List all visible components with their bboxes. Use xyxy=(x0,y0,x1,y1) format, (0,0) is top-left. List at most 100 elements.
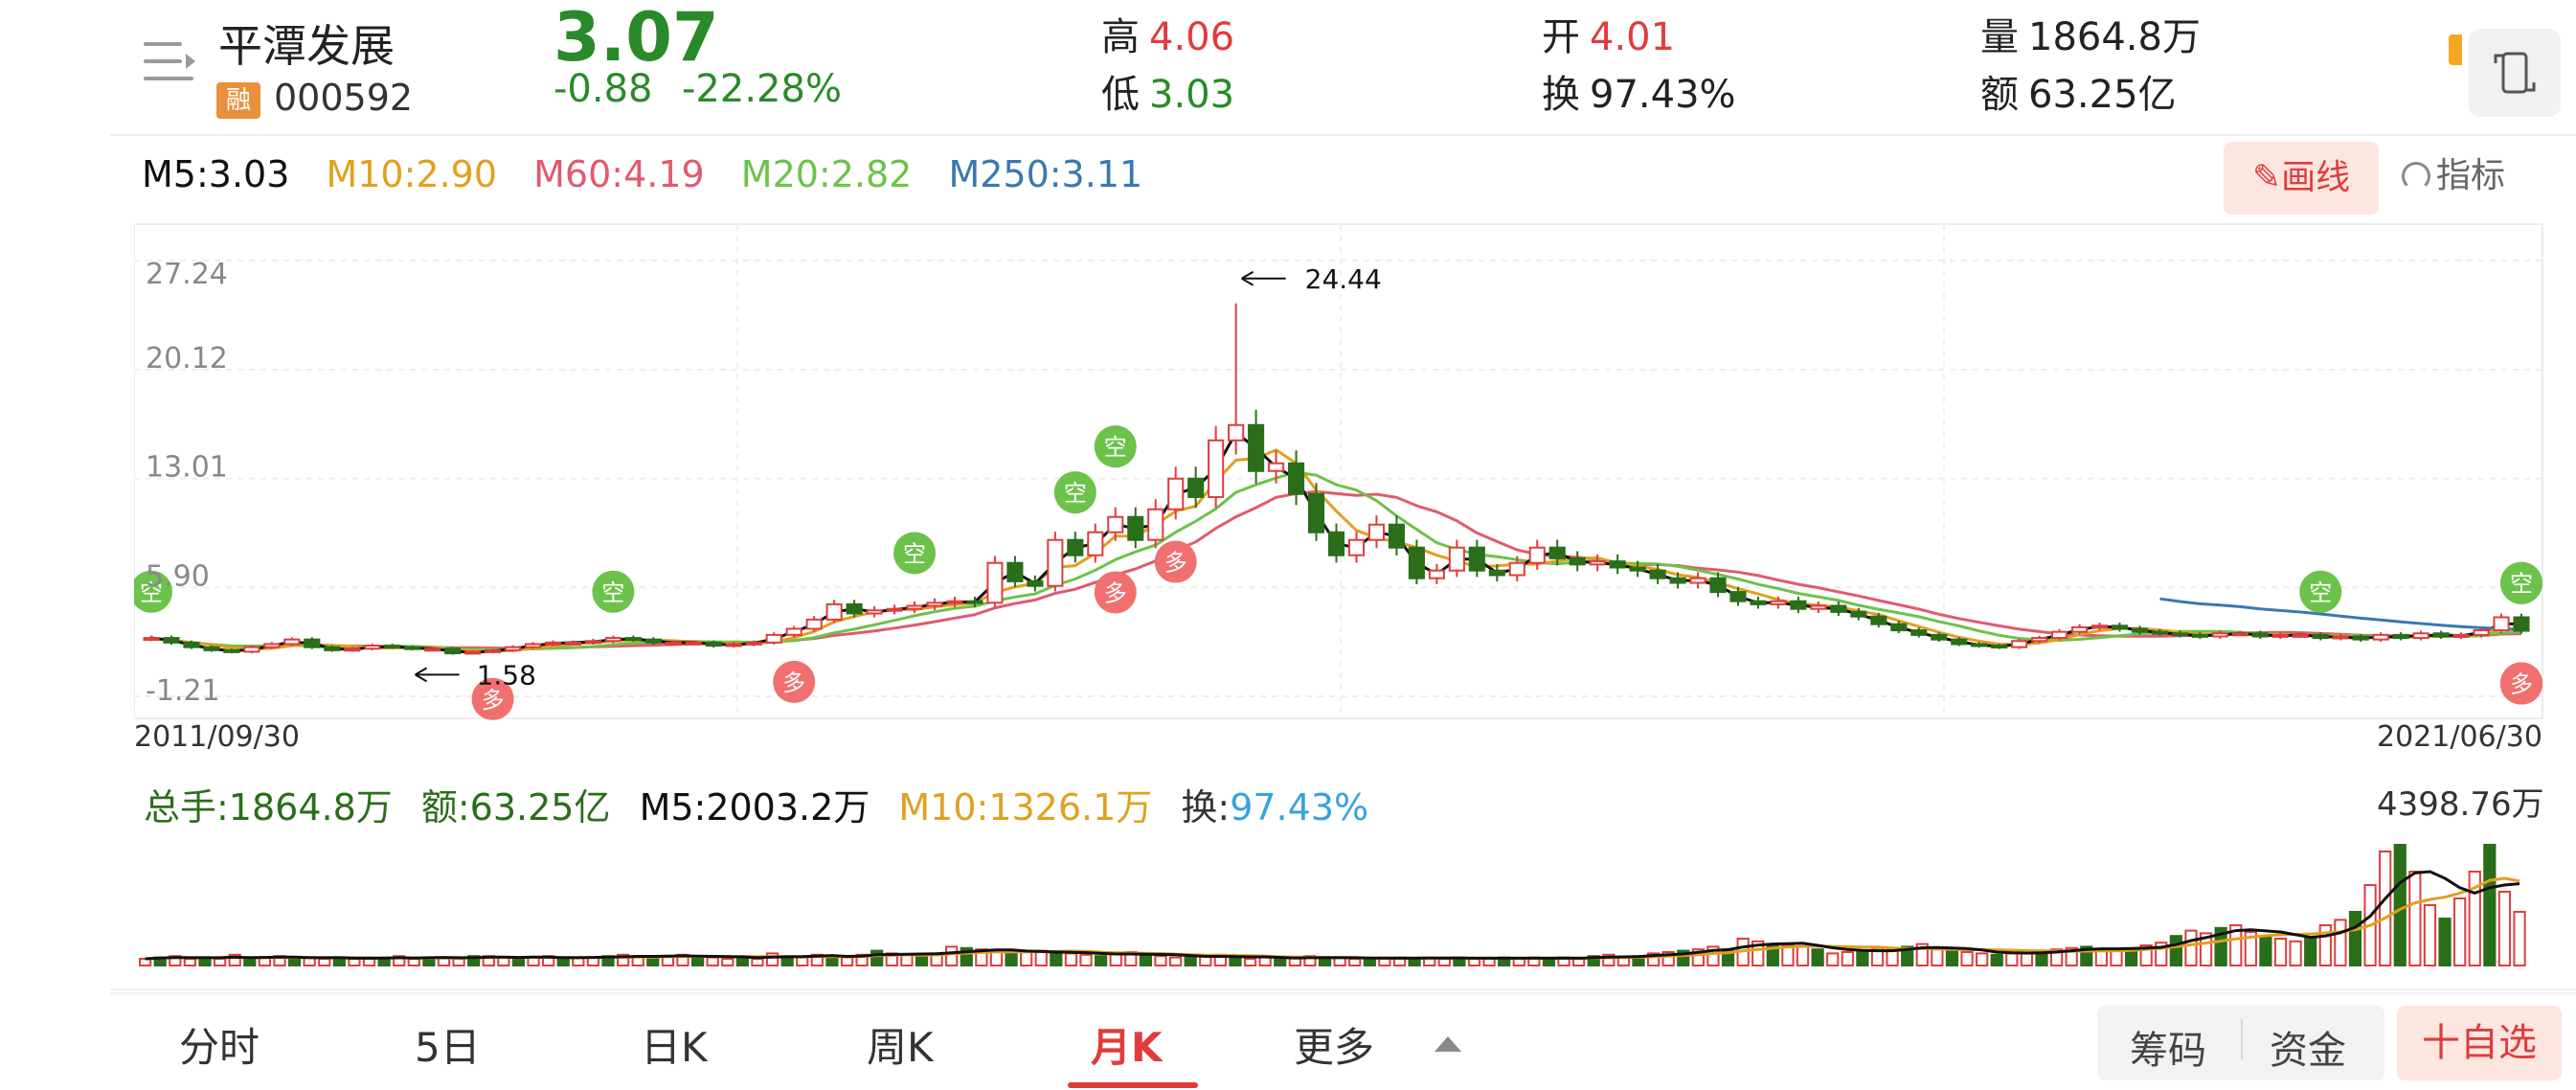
bottom-divider xyxy=(110,988,2576,990)
tab-monthly-k[interactable]: 月K xyxy=(1091,1024,1163,1071)
candle xyxy=(424,647,441,652)
ma250-label: M250:3.11 xyxy=(948,153,1143,195)
candle xyxy=(604,637,621,643)
candle xyxy=(644,638,662,644)
candle xyxy=(2292,633,2309,638)
buy-signal-text: 多 xyxy=(782,670,805,696)
volume-max: 4398.76万 xyxy=(2377,785,2544,824)
sell-signal-marker xyxy=(2500,561,2542,604)
max-arrow-head xyxy=(1241,270,1254,286)
chevron-up-icon[interactable] xyxy=(1435,1036,1461,1052)
volume-bar xyxy=(1050,951,1063,966)
landscape-toggle-button[interactable] xyxy=(2469,29,2561,117)
candle xyxy=(2171,632,2188,637)
volume-bar xyxy=(1229,956,1242,967)
low-stat: 低 3.03 xyxy=(1101,63,1234,119)
candle xyxy=(283,638,301,646)
candle xyxy=(364,645,381,650)
indicator-label: 指标 xyxy=(2436,156,2506,195)
candle xyxy=(966,600,983,604)
side-tab-marker xyxy=(2449,34,2462,65)
volume-bar xyxy=(706,956,719,967)
buy-signal-text: 多 xyxy=(1164,550,1187,577)
volume-bar xyxy=(362,958,376,966)
amount-label: 额 xyxy=(1980,73,2019,117)
price-change-pct: -22.28% xyxy=(682,67,842,111)
funds-button[interactable]: 资金 xyxy=(2270,1029,2346,1073)
low-label: 低 xyxy=(1101,73,1140,117)
candle xyxy=(1006,561,1024,582)
sell-signal-marker xyxy=(1094,425,1137,468)
chips-button[interactable]: 筹码 xyxy=(2130,1029,2206,1073)
ma60-label: M60:4.19 xyxy=(533,153,705,195)
sell-signal-marker xyxy=(134,570,172,613)
ma250-line xyxy=(2159,597,2522,631)
stock-code: 000592 xyxy=(274,77,414,119)
y-tick-label: 5.90 xyxy=(146,559,210,593)
candle xyxy=(2452,633,2470,638)
candle xyxy=(2131,627,2149,633)
volume-bar xyxy=(2408,871,2422,966)
sell-signal-marker xyxy=(1053,471,1096,514)
tab-weekly-k[interactable]: 周K xyxy=(867,1024,934,1071)
volume-bar xyxy=(960,946,973,967)
tab-daily-k[interactable]: 日K xyxy=(641,1024,708,1071)
tab-5day[interactable]: 5日 xyxy=(415,1024,481,1071)
buy-signal-text: 多 xyxy=(1104,579,1127,606)
candle xyxy=(1931,633,1948,641)
volume-bar xyxy=(2229,924,2243,966)
candle xyxy=(1589,560,1606,566)
tab-more[interactable]: 更多 xyxy=(1294,1024,1375,1071)
menu-icon[interactable] xyxy=(144,40,195,82)
volume-bar xyxy=(228,953,241,967)
volume-bar xyxy=(1945,949,1959,967)
candle xyxy=(324,646,341,651)
candle xyxy=(464,650,482,655)
indicator-button[interactable]: 指标 xyxy=(2402,148,2505,197)
volume-bar xyxy=(318,958,331,966)
volume-bar xyxy=(2155,942,2168,966)
candle xyxy=(1890,623,1908,632)
period-tabs: 分时 5日 日K 周K 月K 更多 筹码 资金 十自选 xyxy=(110,992,2576,1090)
signal-markers: 空空空空空空空空空多多多多多多多多多 xyxy=(134,425,2542,720)
volume-bar xyxy=(2199,932,2213,966)
volume-legend: 总手:1864.8万 额:63.25亿 M5:2003.2万 M10:1326.… xyxy=(144,778,1386,830)
volume-bar xyxy=(2453,897,2467,966)
volume-bar xyxy=(2050,948,2064,966)
volume-bar xyxy=(646,956,660,967)
candle xyxy=(725,643,742,647)
candle xyxy=(1971,643,1988,647)
candle xyxy=(544,641,562,646)
date-end: 2021/06/30 xyxy=(2377,720,2542,754)
candle xyxy=(624,637,642,642)
volume-bar xyxy=(2304,938,2317,966)
volume-bar xyxy=(2468,871,2481,966)
volume-bar xyxy=(1841,951,1854,966)
volume-bar xyxy=(393,955,406,966)
candle xyxy=(1388,523,1405,549)
add-watchlist-button[interactable]: 十自选 xyxy=(2397,1006,2562,1080)
volume-bar xyxy=(1482,958,1496,966)
tab-intraday[interactable]: 分时 xyxy=(179,1024,260,1071)
margin-trading-badge: 融 xyxy=(216,82,260,119)
candle xyxy=(2151,630,2169,635)
vol-m5: M5:2003.2万 xyxy=(639,786,870,829)
volume-bar xyxy=(1064,952,1078,966)
buy-signal-text: 多 xyxy=(2510,671,2533,698)
sell-signal-text: 空 xyxy=(1064,480,1087,507)
candle xyxy=(223,648,240,653)
volume-bar xyxy=(1005,952,1018,966)
draw-line-button[interactable]: ✎画线 xyxy=(2224,142,2379,215)
kline-chart[interactable]: 空空空空空空空空空多多多多多多多多多 27.2420.1213.015.90-1… xyxy=(134,222,2557,720)
volume-bar xyxy=(407,958,420,966)
volume-bar xyxy=(1960,951,1974,966)
volume-value: 1864.8万 xyxy=(2028,15,2201,59)
candle xyxy=(1569,556,1586,566)
volume-bar xyxy=(1243,958,1257,966)
volume-bar xyxy=(1184,956,1197,967)
candle xyxy=(926,602,943,607)
sell-signal-marker xyxy=(2299,570,2342,613)
volume-chart[interactable] xyxy=(134,824,2557,967)
volume-bar xyxy=(1677,949,1690,967)
volume-bar xyxy=(1901,945,1914,966)
